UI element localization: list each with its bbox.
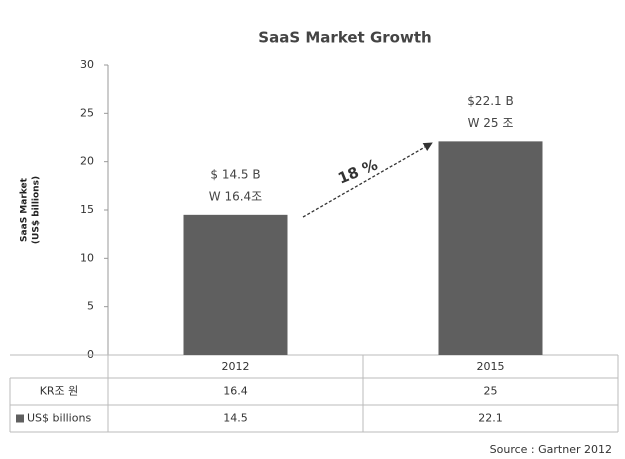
y-tick-label: 20 [80,155,94,168]
bar [183,214,288,355]
source: Source : Gartner 2012 [490,443,612,456]
y-tick-label: 15 [80,203,94,216]
x-tick-label: 2012 [222,360,250,373]
growth-arrow [302,142,433,218]
y-tick-label: 5 [87,300,94,313]
bar [438,141,543,355]
y-tick-label: 10 [80,251,94,264]
krw-label: W 25 조 [468,116,514,130]
growth-annotation: 18 % [335,155,380,187]
chart-title: SaaS Market Growth [258,29,431,47]
value-label: $ 14.5 B [210,167,260,181]
table-cell: 14.5 [223,412,248,425]
table-row-label: US$ billions [27,412,91,425]
table-cell: 22.1 [478,412,503,425]
y-axis-label-line: (US$ billions) [32,176,42,244]
y-axis-label-line: SaaS Market [20,177,30,242]
table-row-label: KR조 원 [40,385,79,398]
table-cell: 25 [484,385,498,398]
value-label: $22.1 B [467,94,513,108]
y-tick-label: 30 [80,58,94,71]
table-cell: 16.4 [223,385,248,398]
legend-swatch [16,414,24,423]
x-tick-label: 2015 [477,360,505,373]
y-axis-label: SaaS Market (US$ billions) [20,176,42,244]
y-tick-label: 25 [80,106,94,119]
krw-label: W 16.4조 [209,189,262,203]
